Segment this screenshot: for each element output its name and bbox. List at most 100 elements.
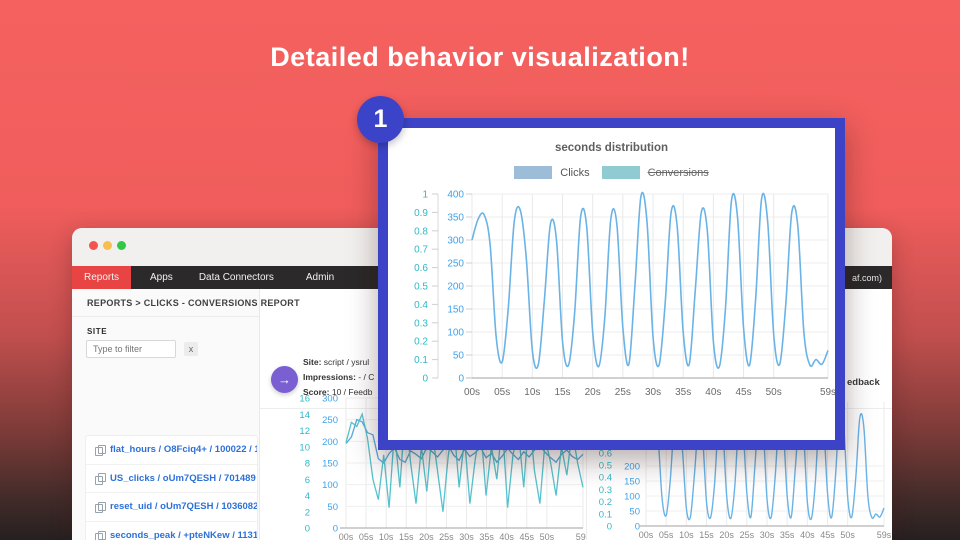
copy-icon[interactable] [95, 530, 106, 540]
svg-text:20s: 20s [585, 387, 601, 398]
seconds-distribution-chart: 1 0.9 0.8 0.7 0.6 0.5 0.4 0.3 0.2 0.1 0 400 350 300 25… [414, 190, 835, 399]
step-number-badge: 1 [357, 96, 404, 143]
svg-text:0.2: 0.2 [414, 337, 428, 348]
svg-text:100: 100 [624, 492, 640, 503]
svg-text:250: 250 [447, 259, 464, 270]
nav-item-data-connectors[interactable]: Data Connectors [198, 272, 274, 283]
svg-text:10: 10 [299, 442, 310, 453]
svg-text:0.1: 0.1 [599, 509, 612, 520]
svg-text:0.9: 0.9 [414, 208, 428, 219]
svg-text:100: 100 [447, 328, 464, 339]
svg-text:10s: 10s [524, 387, 540, 398]
svg-text:0.4: 0.4 [414, 300, 428, 311]
svg-text:40s: 40s [499, 532, 514, 540]
score-info-value: 10 / Feedb [331, 387, 373, 397]
legend-item-conversions[interactable]: Conversions [601, 166, 709, 179]
svg-text:0.3: 0.3 [599, 485, 612, 496]
site-info-label: Site: [303, 357, 322, 367]
svg-text:10s: 10s [679, 530, 694, 540]
detail-panel: seconds distribution Clicks Conversions … [378, 118, 845, 450]
svg-text:59s: 59s [820, 387, 835, 398]
svg-text:50: 50 [629, 507, 640, 518]
close-window-icon[interactable] [89, 241, 98, 250]
svg-text:30s: 30s [459, 532, 474, 540]
svg-text:50: 50 [453, 351, 465, 362]
svg-text:25s: 25s [615, 387, 631, 398]
report-info: Site: script / ysrul Impressions: - / C … [303, 355, 374, 400]
copy-icon[interactable] [95, 473, 106, 485]
report-sidebar: REPORTS > CLICKS - CONVERSIONS REPORT SI… [72, 289, 300, 540]
svg-text:40s: 40s [800, 530, 815, 540]
svg-text:20s: 20s [419, 532, 434, 540]
nav-item-reports[interactable]: Reports [72, 266, 132, 289]
svg-text:45s: 45s [520, 532, 535, 540]
svg-text:300: 300 [447, 236, 464, 247]
site-filter-input[interactable] [86, 340, 176, 358]
nav-item-apps[interactable]: Apps [150, 272, 173, 283]
svg-text:05s: 05s [359, 532, 374, 540]
svg-text:20s: 20s [719, 530, 734, 540]
svg-text:59s: 59s [576, 532, 586, 540]
run-report-arrow-button[interactable]: → [271, 366, 298, 393]
svg-text:25s: 25s [740, 530, 755, 540]
svg-text:0.6: 0.6 [414, 263, 428, 274]
svg-text:35s: 35s [780, 530, 795, 540]
svg-text:30s: 30s [760, 530, 775, 540]
svg-text:6: 6 [305, 475, 310, 486]
svg-text:00s: 00s [639, 530, 654, 540]
site-list-item[interactable]: US_clicks / oUm7QESH / 701489 / 1 [86, 465, 257, 494]
svg-text:25s: 25s [439, 532, 454, 540]
svg-text:35s: 35s [675, 387, 691, 398]
legend-item-clicks[interactable]: Clicks [514, 166, 590, 179]
svg-text:50s: 50s [540, 532, 555, 540]
copy-icon[interactable] [95, 501, 106, 514]
svg-text:150: 150 [322, 459, 338, 470]
svg-text:15s: 15s [699, 530, 714, 540]
svg-text:30s: 30s [645, 387, 661, 398]
impressions-info-value: - / C [358, 372, 375, 382]
site-list-item[interactable]: seconds_peak / +pteNKew / 113144… [86, 522, 257, 540]
svg-text:0.5: 0.5 [599, 461, 612, 472]
svg-text:59s: 59s [877, 530, 892, 540]
svg-text:0.2: 0.2 [599, 497, 612, 508]
svg-text:0: 0 [607, 522, 612, 533]
svg-text:200: 200 [447, 282, 464, 293]
svg-text:200: 200 [624, 462, 640, 473]
legend-label: Conversions [647, 166, 709, 179]
svg-text:50s: 50s [840, 530, 855, 540]
clicks-swatch [514, 166, 553, 179]
copy-icon[interactable] [95, 444, 106, 457]
svg-text:15s: 15s [399, 532, 414, 540]
svg-text:0: 0 [333, 524, 338, 535]
svg-text:8: 8 [305, 459, 310, 470]
filter-clear-button[interactable]: x [184, 342, 198, 356]
minimize-window-icon[interactable] [103, 241, 112, 250]
svg-text:1: 1 [422, 190, 428, 201]
account-label-partial[interactable]: af.com) [851, 272, 882, 283]
svg-text:250: 250 [322, 415, 338, 426]
site-list-item-label: reset_uid / oUm7QESH / 1036082 / 1 [110, 501, 257, 513]
legend-label: Clicks [560, 166, 590, 179]
svg-text:400: 400 [447, 190, 464, 201]
svg-text:50: 50 [327, 502, 338, 513]
svg-text:0: 0 [458, 374, 464, 385]
site-list-item[interactable]: flat_hours / O8Fciq4+ / 100022 / 1 [86, 436, 257, 465]
svg-text:00s: 00s [464, 387, 480, 398]
svg-text:200: 200 [322, 437, 338, 448]
maximize-window-icon[interactable] [117, 241, 126, 250]
feedback-link-partial[interactable]: edback [847, 377, 880, 388]
site-list-item-label: US_clicks / oUm7QESH / 701489 / 1 [110, 472, 257, 484]
svg-text:05s: 05s [494, 387, 510, 398]
site-list-item[interactable]: reset_uid / oUm7QESH / 1036082 / 1 [86, 493, 257, 522]
nav-item-admin[interactable]: Admin [305, 272, 335, 283]
slide-title: Detailed behavior visualization! [270, 42, 690, 72]
chart-card-divider [586, 419, 587, 540]
svg-text:0.6: 0.6 [599, 448, 612, 459]
svg-text:0.5: 0.5 [414, 282, 428, 293]
svg-text:10s: 10s [379, 532, 394, 540]
svg-text:0: 0 [635, 522, 640, 533]
chart-title: seconds distribution [554, 142, 669, 154]
svg-text:0: 0 [422, 374, 428, 385]
site-list-item-label: seconds_peak / +pteNKew / 113144… [110, 530, 257, 540]
